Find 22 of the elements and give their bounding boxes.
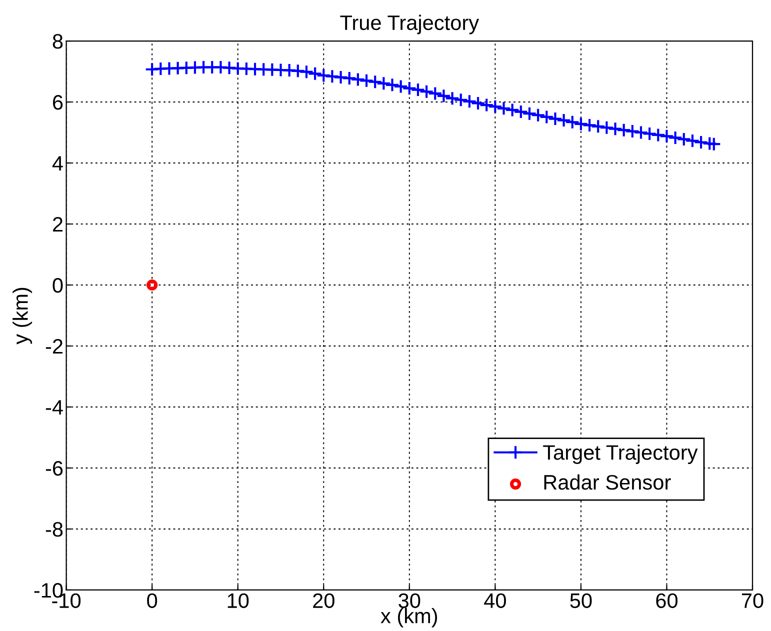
x-tick-label: 70: [742, 593, 764, 608]
y-tick-label: 2: [52, 217, 62, 232]
chart-title: True Trajectory: [340, 14, 480, 34]
y-tick-label: -6: [46, 460, 63, 476]
x-tick-label: 20: [313, 593, 334, 608]
y-tick-label: 4: [52, 156, 63, 171]
x-tick-label: 50: [570, 593, 592, 608]
legend-label: Radar Sensor: [544, 474, 671, 490]
x-tick-label: 0: [147, 593, 158, 608]
y-tick-label: 0: [52, 278, 63, 293]
x-tick-label: 40: [484, 593, 506, 608]
x-tick-label: 60: [656, 593, 678, 608]
legend-label: Target Trajectory: [543, 444, 698, 464]
y-axis-title: y (km): [12, 288, 32, 344]
y-tick-label: -2: [46, 339, 62, 354]
x-tick-label: 30: [398, 593, 420, 608]
y-tick-label: 6: [53, 95, 63, 110]
y-tick-label: -4: [46, 400, 63, 415]
y-tick-label: -8: [46, 522, 63, 537]
x-tick-label: 10: [228, 593, 249, 608]
y-tick-label: 8: [52, 34, 63, 49]
x-axis-title: x (km): [380, 608, 438, 628]
